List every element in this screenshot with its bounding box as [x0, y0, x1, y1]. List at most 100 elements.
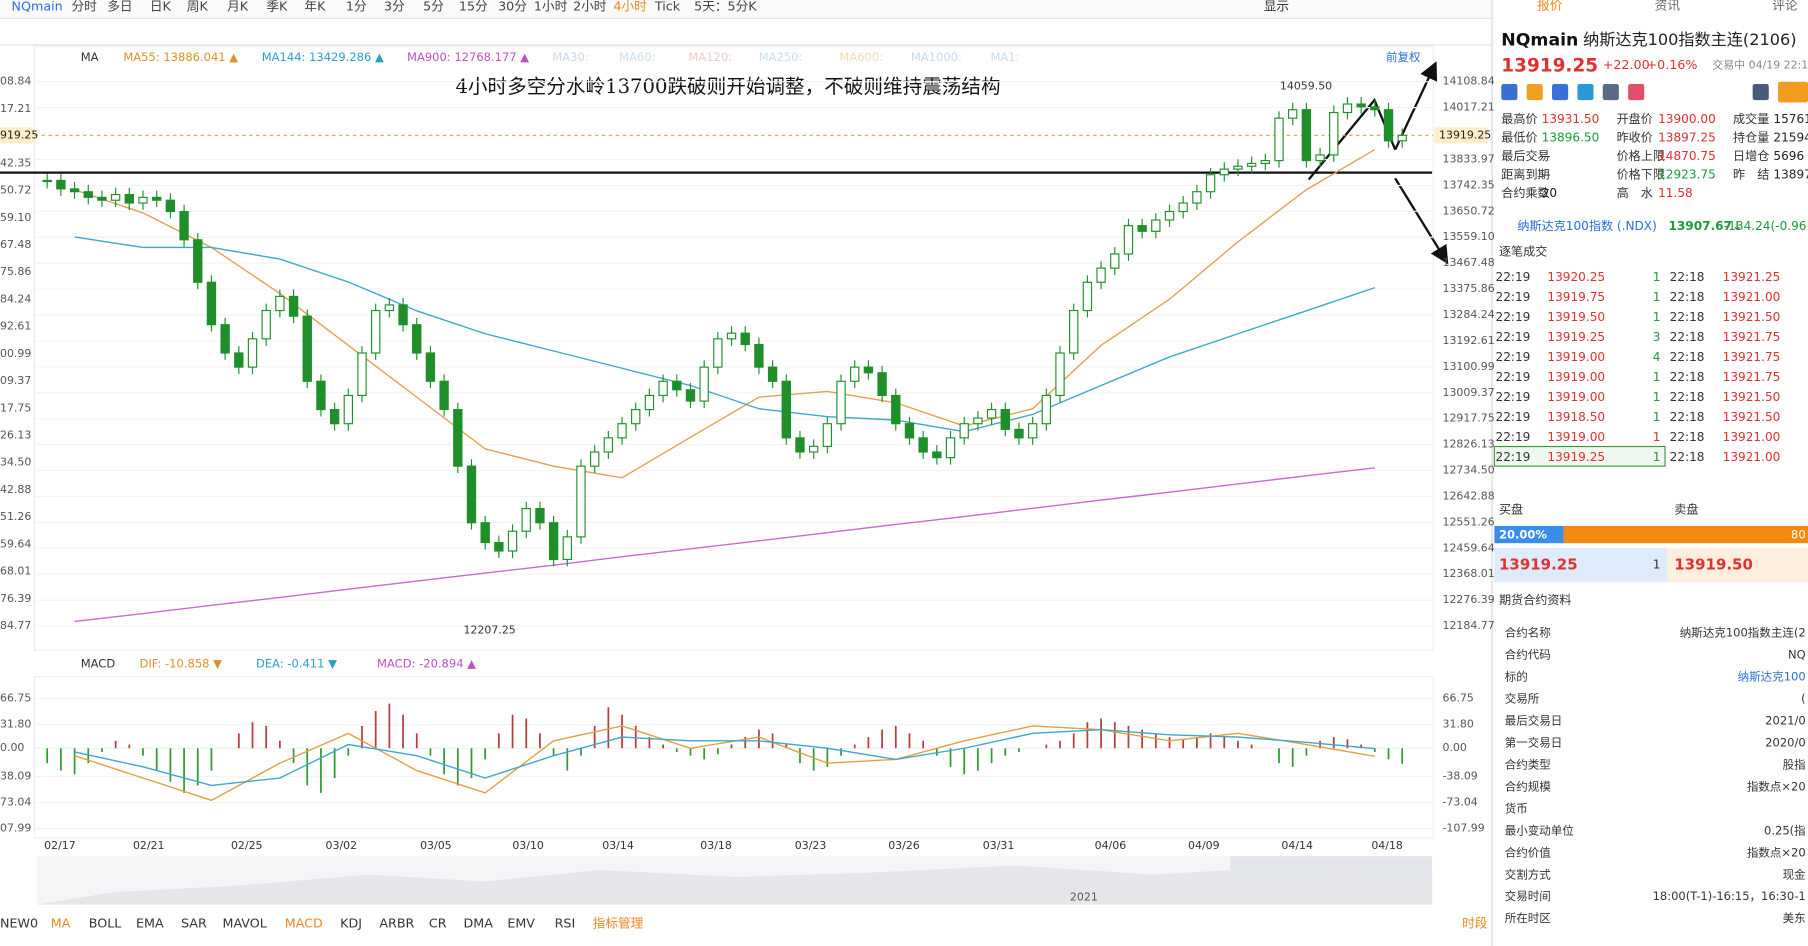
candle — [439, 380, 449, 411]
trade-cell: 22:19 — [1496, 270, 1531, 284]
quote-status: 交易中 04/19 22:19 — [1712, 58, 1808, 72]
candle — [562, 536, 572, 561]
indicator-tab[interactable]: KDJ — [340, 916, 362, 931]
indicator-tab[interactable]: MACD — [285, 916, 323, 931]
candle — [1383, 109, 1394, 142]
period-button[interactable]: Tick — [654, 0, 681, 13]
panel-tab[interactable]: 评论 — [1772, 0, 1798, 12]
icon[interactable] — [1501, 84, 1518, 101]
trade-cell: 13921.50 — [1723, 310, 1781, 324]
period-button[interactable]: 分时 — [71, 0, 97, 13]
indicator-tab[interactable]: MA — [51, 916, 71, 931]
period-button[interactable]: 年K — [304, 0, 326, 13]
candle — [904, 423, 915, 439]
trade-cell: 22:19 — [1496, 330, 1531, 344]
indicator-tab[interactable]: CR — [429, 916, 447, 931]
macd-legend: DEA: -0.411 ▼ — [256, 657, 337, 671]
period-button[interactable]: 1小时 — [534, 0, 568, 13]
candle — [1315, 154, 1325, 162]
icon[interactable] — [1526, 84, 1543, 101]
candle — [193, 239, 203, 283]
period-button[interactable]: 月K — [227, 0, 249, 13]
trade-cell: 13919.00 — [1547, 390, 1605, 404]
adjust-button[interactable]: 前复权 — [1386, 50, 1421, 64]
indicator-tab[interactable]: 指标管理 — [593, 916, 644, 931]
stat: 距离到期 — [1501, 166, 1549, 181]
icon[interactable] — [1628, 84, 1645, 101]
info-label: 合约代码 — [1505, 647, 1551, 661]
period-button[interactable]: 30分 — [498, 0, 527, 13]
period-button[interactable]: 4小时 — [613, 0, 647, 13]
candle — [891, 394, 901, 425]
trade-highlight — [1493, 445, 1666, 467]
info-label: 所在时区 — [1505, 911, 1551, 925]
stat: 12923.75 — [1658, 167, 1716, 181]
chart-title: 4小时多空分水岭13700跌破则开始调整，不破则维持震荡结构 — [455, 75, 1000, 98]
ma-legend: MA900: 12768.177 ▲ — [407, 50, 529, 64]
panel-tab[interactable]: 资讯 — [1655, 0, 1681, 12]
ask-bar — [1563, 525, 1808, 544]
period-button[interactable]: 3分 — [384, 0, 405, 13]
period-button[interactable]: 15分 — [459, 0, 488, 13]
x-tick-label: 03/05 — [420, 839, 452, 852]
candle — [1342, 103, 1353, 114]
macd-legend: MACD: -20.894 ▲ — [377, 657, 476, 671]
trade-cell: 22:18 — [1670, 370, 1705, 384]
candle — [781, 380, 791, 439]
indicator-tab[interactable]: NEW0 — [0, 916, 38, 931]
period-button[interactable]: 季K — [266, 0, 288, 13]
period-button[interactable]: 2小时 — [573, 0, 607, 13]
bid-box — [1494, 547, 1668, 583]
candle — [945, 437, 956, 459]
info-label: 标的 — [1505, 669, 1528, 683]
icon[interactable] — [1752, 84, 1769, 101]
info-value: 0.25(指 — [1764, 823, 1806, 837]
candle — [453, 408, 463, 467]
ma-legend: MA144: 13429.286 ▲ — [262, 50, 384, 64]
info-label: 最后交易日 — [1505, 713, 1563, 727]
period-button[interactable]: 时段 — [1462, 916, 1488, 931]
trade-cell: 13919.00 — [1547, 350, 1605, 364]
candle — [808, 445, 819, 453]
display-button[interactable]: 显示 — [1264, 0, 1289, 13]
period-button[interactable]: 日K — [150, 0, 172, 13]
indicator-tab[interactable]: RSI — [555, 916, 576, 931]
y-tick-label: 13650.72 — [1442, 204, 1494, 217]
left-tick-label: 59.10 — [0, 211, 31, 224]
ma-legend: MA60: — [619, 50, 655, 64]
icon[interactable] — [1602, 84, 1619, 101]
ask-pct: 80 — [1791, 528, 1806, 542]
indicator-tab[interactable]: MAVOL — [223, 916, 267, 931]
stat: 价格上限 — [1617, 148, 1665, 163]
candle — [42, 179, 52, 183]
period-button[interactable]: 1分 — [346, 0, 367, 13]
left-tick-label: 31.80 — [0, 718, 31, 731]
candle — [1096, 267, 1106, 283]
indicator-tab[interactable]: DMA — [464, 916, 494, 931]
symbol[interactable]: NQmain — [12, 0, 63, 13]
period-button[interactable]: 5分 — [423, 0, 444, 13]
stat: 13900.00 — [1658, 112, 1716, 126]
indicator-tab[interactable]: BOLL — [89, 916, 122, 931]
left-tick-label: 50.72 — [0, 184, 31, 197]
indicator-tab[interactable]: ARBR — [379, 916, 414, 931]
candle — [535, 508, 545, 524]
indicator-tab[interactable]: SAR — [181, 916, 207, 931]
icon[interactable] — [1552, 84, 1569, 101]
icon[interactable] — [1577, 84, 1594, 101]
candle — [152, 196, 162, 201]
indicator-tab[interactable]: EMV — [507, 916, 535, 931]
stat: 昨 结 — [1733, 167, 1769, 181]
period-button[interactable]: 多日 — [107, 0, 132, 13]
indicator-tab[interactable]: EMA — [136, 916, 164, 931]
period-button[interactable]: 5天：5分K — [694, 0, 757, 13]
y-tick-label: 13284.24 — [1442, 308, 1494, 321]
panel-tab[interactable]: 报价 — [1537, 0, 1563, 12]
period-button[interactable]: 周K — [187, 0, 209, 13]
quick-trade-button[interactable] — [1778, 81, 1808, 103]
info-value: 现金 — [1783, 867, 1807, 881]
left-tick-label: 73.04 — [0, 796, 31, 809]
left-tick-label: 00.99 — [0, 347, 31, 360]
trade-cell: 22:18 — [1670, 450, 1705, 464]
